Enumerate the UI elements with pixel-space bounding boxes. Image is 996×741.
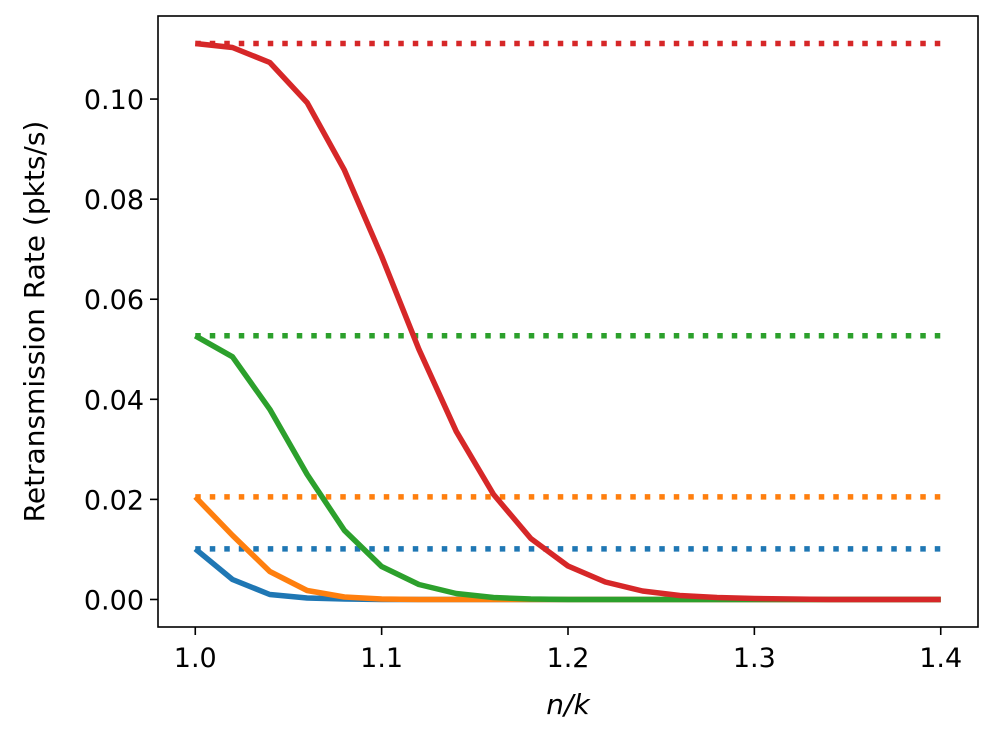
x-axis-label: n/k [546, 688, 591, 721]
x-axis-ticks: 1.0 1.1 1.2 1.3 1.4 [174, 627, 962, 674]
y-tick-label: 0.06 [84, 285, 144, 316]
plot-frame [157, 15, 979, 628]
series-line-2 [193, 494, 941, 603]
x-tick-label: 1.1 [360, 643, 403, 674]
x-tick-label: 1.3 [733, 643, 776, 674]
y-tick-label: 0.00 [84, 585, 144, 616]
x-tick-label: 1.2 [547, 643, 590, 674]
series-line-3 [193, 333, 941, 603]
series-line-4 [195, 40, 941, 603]
y-tick-label: 0.02 [84, 485, 144, 516]
y-tick-label: 0.04 [84, 385, 144, 416]
y-axis-label: Retransmission Rate (pkts/s) [18, 121, 51, 523]
series-lines [193, 40, 941, 603]
y-tick-label: 0.10 [84, 85, 144, 116]
y-axis-ticks: 0.00 0.02 0.04 0.06 0.08 0.10 [84, 85, 158, 616]
x-tick-label: 1.4 [919, 643, 962, 674]
y-tick-label: 0.08 [84, 185, 144, 216]
x-tick-label: 1.0 [174, 643, 217, 674]
